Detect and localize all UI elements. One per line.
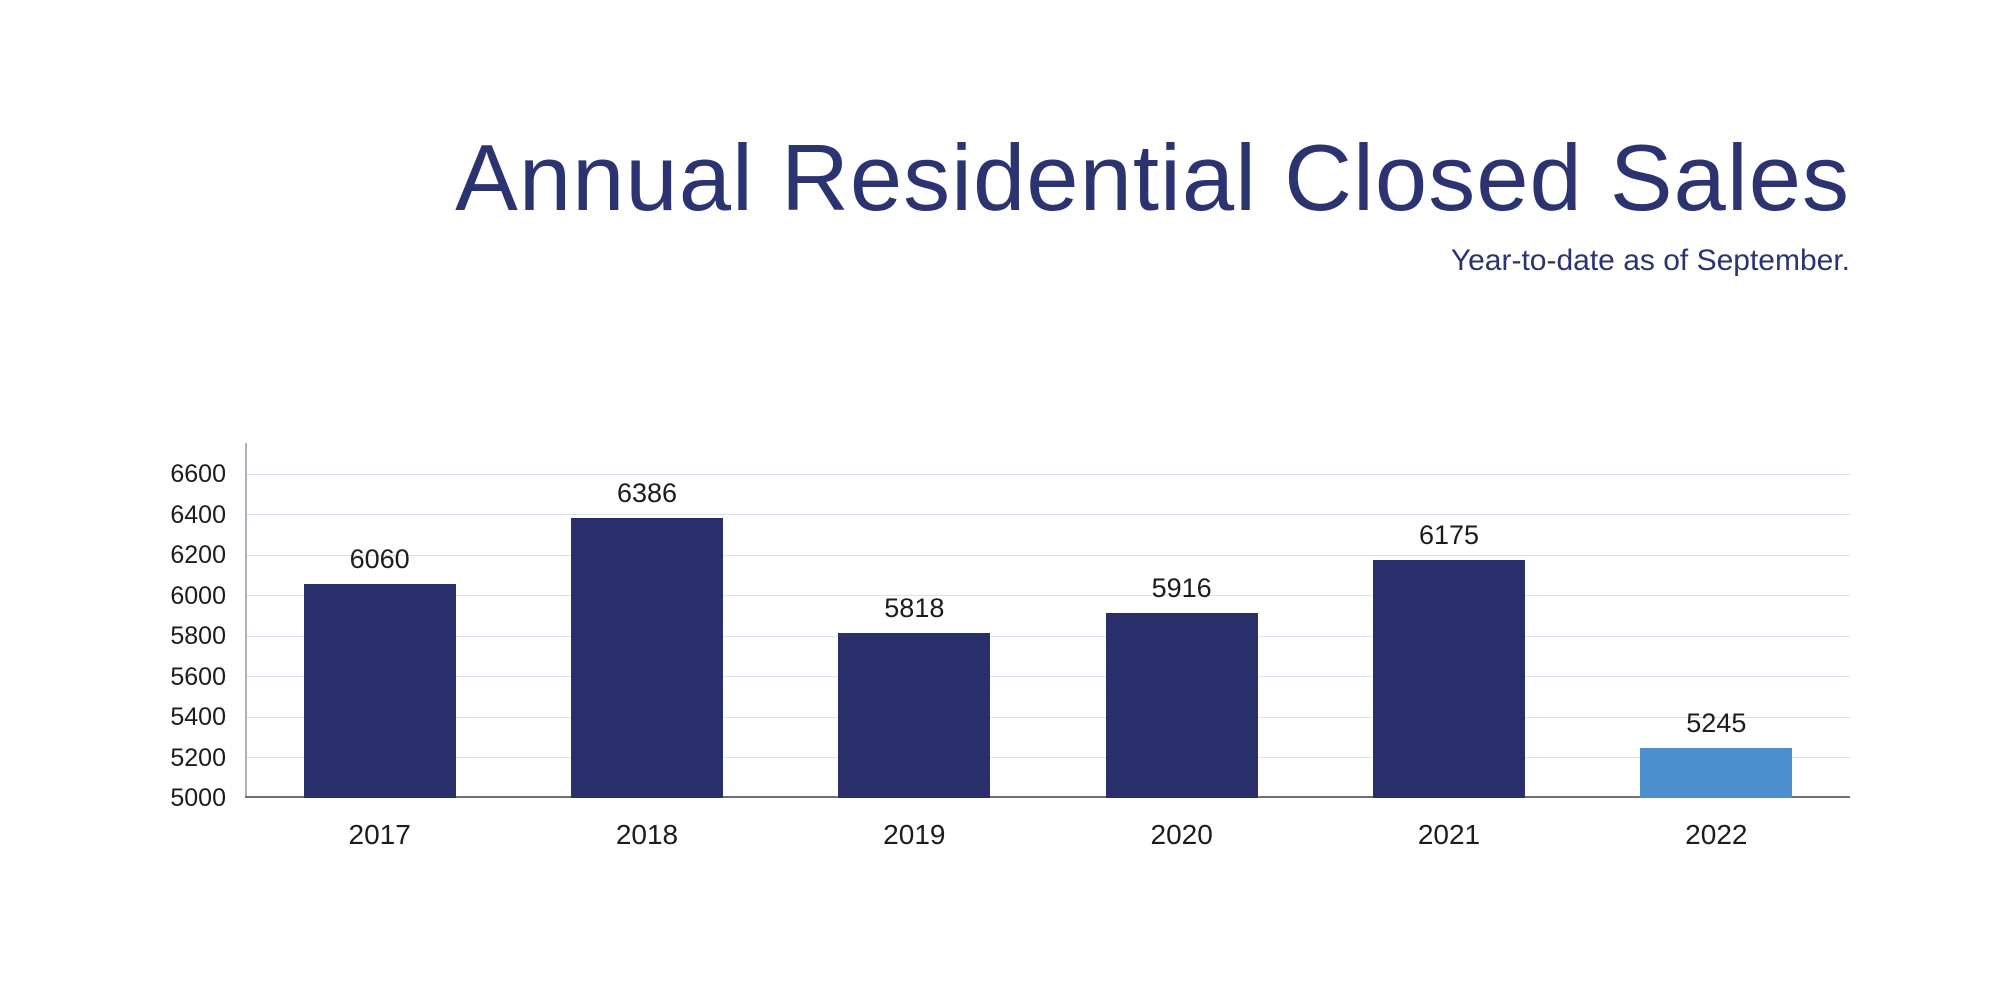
x-tick-label: 2019 bbox=[883, 819, 946, 850]
chart-title: Annual Residential Closed Sales bbox=[455, 125, 1850, 230]
bar-2017 bbox=[303, 583, 456, 798]
y-tick-label: 6400 bbox=[170, 500, 226, 529]
plot-area: 5000 5200 5400 5600 5800 6000 6200 6400 6600 6060… bbox=[170, 443, 1850, 850]
gridline bbox=[246, 757, 1850, 759]
y-tick-label: 6000 bbox=[170, 581, 226, 610]
bar-value-label: 6175 bbox=[1418, 520, 1480, 551]
y-tick-label: 6600 bbox=[170, 460, 226, 489]
x-tick-label: 2020 bbox=[1150, 819, 1213, 850]
bar-2021 bbox=[1373, 560, 1525, 798]
y-tick-label: 6200 bbox=[170, 541, 226, 570]
x-tick-label: 2017 bbox=[348, 819, 411, 850]
gridline bbox=[246, 514, 1850, 516]
y-tick-label: 5000 bbox=[170, 784, 226, 812]
bar-2020 bbox=[1105, 612, 1258, 798]
bar-2022 bbox=[1640, 748, 1793, 798]
bar-2018 bbox=[571, 517, 723, 798]
gridline bbox=[246, 635, 1850, 637]
bar-value-label: 6386 bbox=[616, 477, 678, 508]
x-tick-label: 2021 bbox=[1417, 819, 1481, 850]
bar-value-label: 6060 bbox=[349, 543, 410, 574]
gridline bbox=[246, 676, 1850, 678]
x-tick-label: 2022 bbox=[1685, 819, 1748, 850]
y-axis-line bbox=[245, 443, 247, 798]
gridline bbox=[246, 554, 1850, 556]
x-tick-label: 2018 bbox=[615, 819, 679, 850]
y-tick-label: 5200 bbox=[170, 743, 226, 772]
y-tick-label: 5800 bbox=[170, 622, 226, 651]
chart-subtitle: Year-to-date as of September. bbox=[1450, 244, 1850, 277]
gridline bbox=[246, 595, 1850, 597]
y-tick-label: 5600 bbox=[170, 662, 226, 691]
bar-value-label: 5245 bbox=[1686, 708, 1747, 739]
x-axis-line bbox=[245, 796, 1850, 798]
bar-2019 bbox=[838, 632, 991, 798]
gridline bbox=[246, 473, 1850, 475]
bar-value-label: 5916 bbox=[1151, 572, 1212, 603]
bar-value-label: 5818 bbox=[884, 592, 945, 623]
gridline bbox=[246, 716, 1850, 718]
y-tick-label: 5400 bbox=[170, 703, 226, 732]
